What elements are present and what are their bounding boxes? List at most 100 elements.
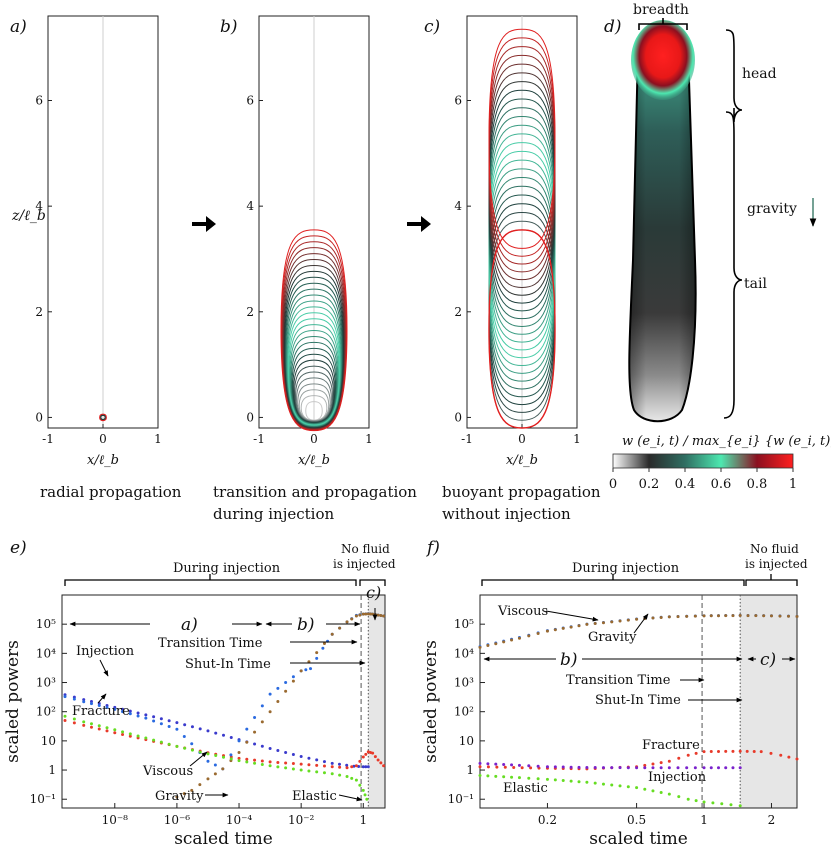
breadth-bracket xyxy=(638,18,688,30)
y-tick-label: 10² xyxy=(36,705,56,719)
fracture-front xyxy=(305,401,323,421)
colorbar-tick-label: 0.4 xyxy=(675,477,696,492)
data-point xyxy=(198,750,202,754)
data-point xyxy=(345,620,349,624)
data-point xyxy=(787,755,791,759)
data-point xyxy=(167,719,171,723)
x-tick-label: 0.2 xyxy=(538,813,557,827)
data-point xyxy=(152,715,156,719)
x-tick-label: 2 xyxy=(768,813,776,827)
data-point xyxy=(635,766,639,770)
data-point xyxy=(502,763,506,767)
data-point xyxy=(152,719,156,723)
data-point xyxy=(291,767,295,771)
data-point xyxy=(222,755,225,759)
y-tick-label: 2 xyxy=(35,305,43,319)
panel-label-e: e) xyxy=(10,538,27,558)
data-point xyxy=(214,754,218,758)
panel-a-fronts: -1 0 1 0 2 4 6 x/ℓ_b xyxy=(35,15,162,468)
data-point xyxy=(354,764,358,768)
data-point xyxy=(97,727,101,731)
y-tick-label: 4 xyxy=(246,199,254,213)
panel-d-heatmap: breadth head tail gravity w (e_i, t) / m… xyxy=(609,2,831,492)
panel-label-b: b) xyxy=(220,17,238,37)
y-tick-label: 4 xyxy=(35,199,43,213)
data-point xyxy=(786,614,790,618)
x-tick-label: 1 xyxy=(154,432,162,446)
data-point xyxy=(159,722,163,726)
data-point xyxy=(260,720,264,724)
data-point xyxy=(175,727,179,731)
data-point xyxy=(63,718,67,722)
data-point xyxy=(545,629,549,633)
data-point xyxy=(373,755,377,759)
data-point xyxy=(536,631,540,635)
data-point xyxy=(260,759,264,763)
data-point xyxy=(213,763,217,767)
caption-buoyant-line2: without injection xyxy=(442,505,571,523)
data-point xyxy=(731,614,735,618)
data-point xyxy=(553,628,557,632)
fracture-label: Fracture xyxy=(642,738,700,753)
data-point xyxy=(190,788,194,792)
data-point xyxy=(121,730,125,734)
no-fluid-label-1: No fluid xyxy=(341,542,390,556)
data-point xyxy=(284,761,288,765)
data-point xyxy=(245,740,249,744)
data-point xyxy=(651,762,655,766)
data-point xyxy=(364,752,368,756)
data-point xyxy=(183,746,187,750)
viscous-label: Viscous xyxy=(142,764,193,779)
data-point xyxy=(276,700,280,703)
data-point xyxy=(643,766,647,770)
no-fluid-brace xyxy=(359,579,386,586)
data-point xyxy=(322,764,326,768)
data-point xyxy=(121,710,125,714)
data-point xyxy=(510,638,514,642)
x-tick-label: 1 xyxy=(573,432,581,446)
data-point xyxy=(731,766,735,770)
data-point xyxy=(527,776,531,780)
data-point xyxy=(569,625,573,629)
data-point xyxy=(502,775,506,779)
data-point xyxy=(651,789,655,793)
data-point xyxy=(237,750,241,754)
data-point xyxy=(182,792,186,796)
data-point xyxy=(309,667,313,671)
data-point xyxy=(494,774,498,778)
breadth-label: breadth xyxy=(633,2,689,18)
shut-in-time-label: Shut-In Time xyxy=(595,693,681,708)
data-point xyxy=(626,766,630,770)
data-point xyxy=(337,762,341,766)
data-point xyxy=(651,616,655,620)
data-point xyxy=(517,763,521,767)
data-point xyxy=(72,717,76,721)
data-point xyxy=(667,792,671,796)
data-point xyxy=(361,612,365,616)
series-injection xyxy=(478,761,742,770)
data-point xyxy=(167,724,171,728)
caption-transition-line1: transition and propagation xyxy=(213,483,417,501)
x-tick-label: 0.5 xyxy=(627,813,646,827)
x-tick-label: 10⁻⁶ xyxy=(164,813,191,827)
y-tick-label: 6 xyxy=(35,94,43,108)
no-injection-shade xyxy=(368,595,385,808)
fracture-front xyxy=(99,413,107,422)
data-point xyxy=(284,750,288,754)
data-point xyxy=(330,772,334,776)
fracture-pointer xyxy=(97,693,107,704)
data-point xyxy=(284,766,288,770)
data-point xyxy=(529,766,533,770)
data-point xyxy=(206,752,210,756)
tail-brace xyxy=(723,111,743,419)
data-point xyxy=(315,651,319,655)
data-point xyxy=(754,614,758,618)
fracture-front xyxy=(300,395,328,421)
data-point xyxy=(97,724,101,728)
viscous-pointer xyxy=(189,751,208,767)
data-point xyxy=(322,771,326,775)
data-point xyxy=(502,640,506,644)
data-point xyxy=(486,765,490,769)
data-point xyxy=(693,766,697,770)
viscous-label: Viscous xyxy=(497,604,548,619)
